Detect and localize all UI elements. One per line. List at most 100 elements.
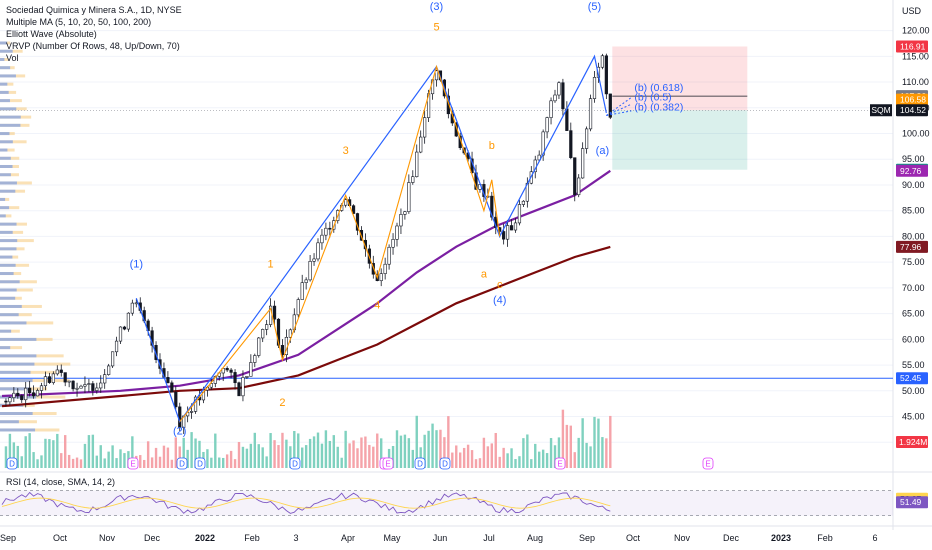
profile-row-up bbox=[0, 57, 5, 61]
profile-row-up bbox=[0, 132, 10, 136]
symbol-title[interactable]: Sociedad Quimica y Minera S.A., 1D, NYSE bbox=[6, 5, 182, 15]
time-tick: Sep bbox=[0, 533, 16, 543]
profile-row bbox=[0, 206, 20, 210]
volume-bar bbox=[95, 455, 98, 468]
indicator-vrvp[interactable]: VRVP (Number Of Rows, 48, Up/Down, 70) bbox=[6, 41, 180, 51]
indicator-vol[interactable]: Vol bbox=[6, 53, 19, 63]
price-tick: 95.00 bbox=[902, 154, 925, 164]
candle-body bbox=[320, 234, 324, 244]
time-tick: 3 bbox=[293, 533, 298, 543]
indicator-elliott[interactable]: Elliott Wave (Absolute) bbox=[6, 29, 97, 39]
candle-body bbox=[166, 377, 170, 384]
volume-bar bbox=[218, 457, 221, 468]
candle-body bbox=[213, 376, 217, 384]
candle-body bbox=[8, 397, 12, 403]
volume-bar bbox=[190, 432, 193, 468]
event-marker bbox=[414, 457, 426, 470]
volume-bar bbox=[174, 437, 177, 468]
elliott-wave-lines bbox=[135, 54, 632, 423]
volume-bar bbox=[372, 446, 375, 468]
volume-bar bbox=[439, 429, 442, 468]
price-tag bbox=[896, 93, 928, 106]
volume-bar bbox=[99, 445, 102, 468]
event-marker-label: D bbox=[9, 460, 15, 469]
volume-bar bbox=[585, 442, 588, 468]
event-marker-label: D bbox=[442, 460, 448, 469]
candle-body bbox=[47, 376, 51, 383]
candle-body bbox=[95, 387, 99, 391]
profile-row-up bbox=[0, 337, 37, 341]
candle-body bbox=[24, 387, 28, 401]
volume-bar bbox=[32, 452, 35, 468]
volume-bar bbox=[522, 438, 525, 468]
volume-bar bbox=[324, 430, 328, 468]
indicator-ma[interactable]: Multiple MA (5, 10, 20, 50, 100, 200) bbox=[6, 17, 152, 27]
wave-label: 2 bbox=[279, 397, 285, 409]
volume-bar bbox=[87, 435, 91, 468]
volume-bar bbox=[48, 439, 51, 468]
volume-bar bbox=[115, 458, 118, 468]
price-tag bbox=[896, 164, 928, 177]
candle-body bbox=[490, 195, 494, 218]
candle-body bbox=[296, 299, 300, 316]
volume-bar bbox=[399, 435, 403, 468]
wave-label: 1 bbox=[268, 258, 274, 270]
candle-body bbox=[304, 279, 308, 283]
candle-body bbox=[403, 211, 407, 215]
candle-body bbox=[16, 392, 20, 396]
time-tick: 2022 bbox=[195, 533, 215, 543]
candle-body bbox=[573, 157, 577, 196]
trade-box bbox=[0, 46, 893, 379]
profile-row bbox=[0, 321, 54, 325]
volume-bar bbox=[407, 438, 411, 468]
volume-bar bbox=[368, 444, 371, 468]
volume-bar bbox=[304, 445, 308, 468]
projection-line bbox=[606, 97, 632, 116]
volume-bar bbox=[534, 443, 537, 468]
volume-bar bbox=[395, 430, 399, 468]
profile-row-up bbox=[0, 140, 13, 144]
candle-body bbox=[122, 326, 127, 330]
profile-row-up bbox=[0, 189, 16, 193]
volume-bar bbox=[198, 440, 201, 468]
volume-bar bbox=[352, 440, 355, 468]
candle-body bbox=[391, 239, 395, 248]
price-tag-label: 116.91 bbox=[900, 41, 926, 51]
profile-row bbox=[0, 379, 70, 383]
profile-row-up bbox=[0, 164, 13, 168]
volume-bar bbox=[462, 447, 466, 468]
candle-body bbox=[265, 324, 269, 330]
profile-row-up bbox=[0, 90, 9, 94]
volume-bar bbox=[308, 438, 312, 468]
volume-bar bbox=[245, 448, 249, 468]
candle-body bbox=[513, 222, 518, 231]
volume-bar bbox=[553, 445, 557, 468]
volume-bar bbox=[312, 436, 316, 468]
volume-bar bbox=[474, 459, 478, 468]
candle-body bbox=[581, 148, 585, 179]
profile-row-up bbox=[0, 107, 17, 111]
price-tick: 85.00 bbox=[902, 206, 925, 216]
volume-bar bbox=[52, 440, 55, 468]
time-tick: Nov bbox=[99, 533, 116, 543]
event-marker-label: D bbox=[197, 460, 203, 469]
time-tick: 6 bbox=[872, 533, 877, 543]
candle-body bbox=[12, 392, 16, 398]
projection-line bbox=[606, 110, 632, 116]
volume-bar bbox=[443, 437, 446, 468]
volume-bar bbox=[455, 445, 458, 468]
price-tick: 120.00 bbox=[902, 26, 930, 36]
volume-bar bbox=[340, 457, 343, 468]
volume-bar bbox=[316, 432, 320, 468]
wave-label: 3 bbox=[343, 145, 349, 157]
candle-body bbox=[608, 93, 612, 118]
projection-line bbox=[606, 103, 632, 116]
rsi-legend[interactable]: RSI (14, close, SMA, 14, 2) bbox=[6, 477, 116, 487]
candle-body bbox=[261, 329, 265, 339]
volume-bar bbox=[297, 433, 300, 468]
volume-bar bbox=[4, 446, 8, 468]
currency-label: USD bbox=[902, 6, 922, 16]
volume-bar bbox=[107, 451, 110, 468]
